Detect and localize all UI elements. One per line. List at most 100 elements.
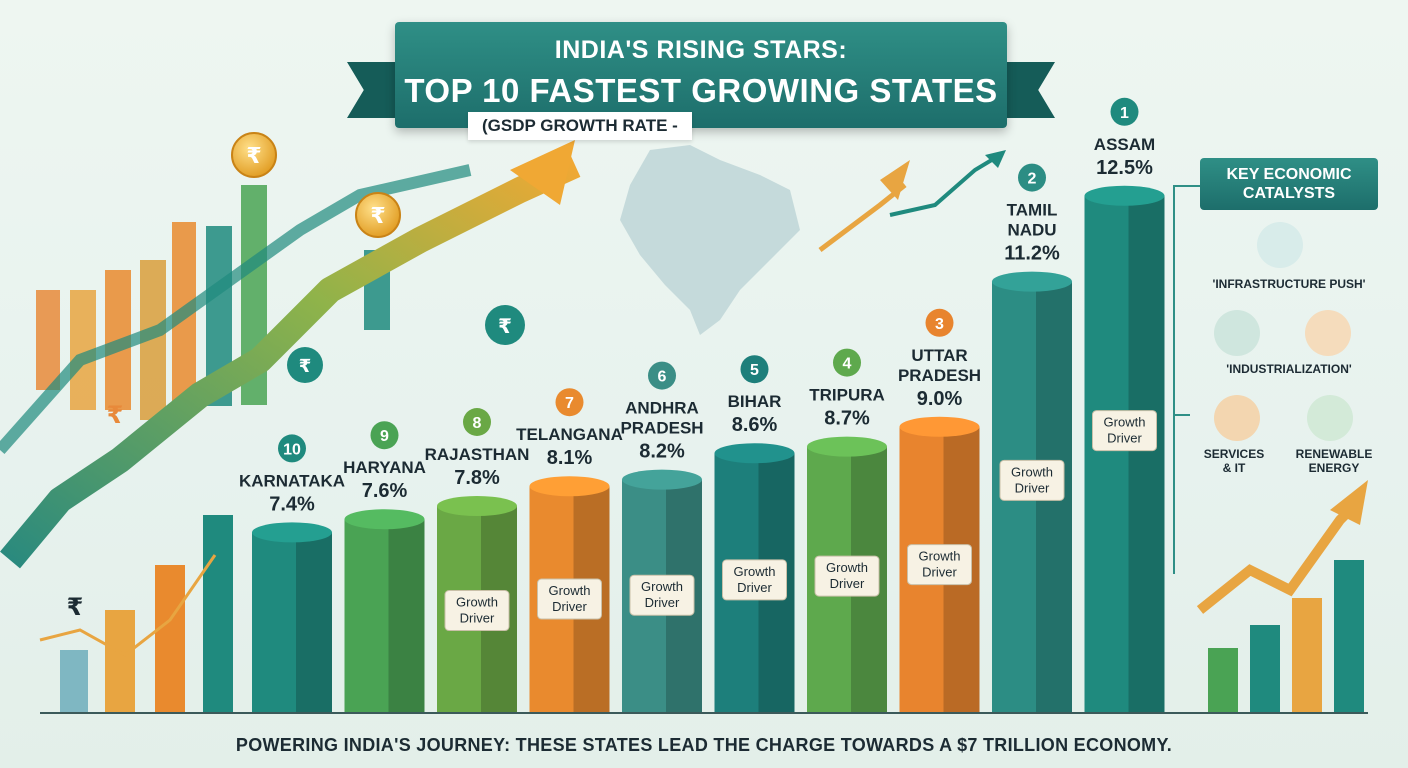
state-name-label: RAJASTHAN [425, 445, 530, 464]
decorative-background-bars [0, 140, 1368, 712]
catalysts-header: KEY ECONOMIC CATALYSTS [1200, 158, 1378, 210]
catalysts-connector [1173, 185, 1200, 574]
tower-icon [1257, 222, 1303, 268]
rank-badge [925, 308, 954, 337]
growth-driver-label: Growth [826, 560, 868, 575]
value-label: 8.2% [639, 441, 685, 463]
rupee-coin-icon [287, 347, 323, 383]
value-label: 11.2% [1004, 243, 1060, 265]
bar-top [437, 496, 517, 516]
growth-driver-label: Driver [1015, 480, 1050, 495]
value-label: 12.5% [1096, 157, 1153, 179]
growth-driver-tag [814, 555, 880, 597]
rank-badge [278, 434, 306, 463]
growth-driver-label: Growth [919, 549, 961, 564]
catalyst-services-label: SERVICES & IT [1203, 447, 1265, 475]
growth-driver-tag [537, 578, 602, 620]
catalyst-infrastructure-label: 'INFRASTRUCTURE PUSH' [1212, 277, 1366, 291]
growth-driver-label: Driver [645, 595, 680, 610]
factory-icon [1305, 310, 1351, 356]
growth-driver-label: Driver [830, 576, 865, 591]
rank-label: 2 [1028, 171, 1037, 188]
state-name-label: TAMIL [1007, 201, 1058, 220]
title-banner: INDIA'S RISING STARS: TOP 10 FASTEST GRO… [395, 22, 1007, 128]
rupee-coin-icon [485, 305, 525, 345]
state-bars: 7.4%KARNATAKA107.6%HARYANA9GrowthDriver7… [239, 97, 1165, 713]
rank-badge [648, 361, 676, 390]
bar-group: 7.6% HARYANA 9 [343, 421, 426, 712]
state-name-label: UTTAR [911, 346, 967, 365]
state-name-label: NADU [1007, 221, 1056, 240]
laptop-icon [1214, 395, 1260, 441]
growth-driver-label: Driver [552, 599, 587, 614]
growth-driver-label: Growth [456, 595, 498, 610]
rupee-coins: ₹ ₹ ₹ ₹ ₹ ₹ [67, 132, 525, 621]
rank-badge [555, 388, 584, 417]
rank-label: 7 [565, 395, 574, 412]
svg-text:₹: ₹ [299, 356, 312, 376]
growth-driver-tag [1092, 410, 1157, 452]
value-label: 9.0% [917, 388, 963, 410]
rank-label: 1 [1120, 105, 1129, 122]
growth-driver-label: Growth [1104, 415, 1146, 430]
bar-top [252, 522, 332, 543]
bar-top [529, 476, 610, 497]
growth-driver-label: Driver [737, 580, 772, 595]
svg-text:₹: ₹ [370, 203, 385, 228]
value-label: 8.6% [732, 414, 778, 436]
rupee-coin-icon [355, 192, 401, 238]
svg-text:₹: ₹ [246, 143, 261, 168]
bar-top [344, 509, 425, 530]
rank-label: 6 [658, 369, 667, 386]
rank-badge [833, 348, 861, 377]
value-label: 7.6% [362, 480, 408, 502]
growth-driver-tag [907, 544, 972, 586]
rank-label: 5 [750, 362, 759, 379]
growth-driver-label: Driver [1107, 431, 1142, 446]
bar-top [1084, 185, 1165, 206]
title-line-2: TOP 10 FASTEST GROWING STATES [404, 72, 998, 109]
bar-side [1128, 195, 1165, 713]
state-name-label: PRADESH [620, 419, 703, 438]
rank-label: 4 [843, 356, 852, 373]
growth-driver-tag [444, 590, 510, 632]
growth-driver-label: Growth [734, 564, 776, 579]
gear-icon [1214, 310, 1260, 356]
state-name-label: TELANGANA [516, 425, 623, 444]
catalyst-industrialization-label: 'INDUSTRIALIZATION' [1226, 362, 1352, 376]
growth-driver-tag [629, 574, 695, 616]
rank-badge [1110, 97, 1139, 126]
state-name-label: ASSAM [1094, 135, 1155, 154]
rank-badge [1018, 163, 1046, 192]
growth-driver-label: Driver [460, 611, 495, 626]
value-label: 7.4% [269, 493, 315, 515]
rank-badge [370, 421, 399, 450]
state-name-label: TRIPURA [809, 386, 885, 405]
value-label: 8.7% [824, 408, 870, 430]
catalysts-title-line-2: CATALYSTS [1242, 185, 1336, 202]
bar-top [899, 416, 980, 437]
state-name-label: ANDHRA [625, 399, 699, 418]
svg-text:₹: ₹ [498, 316, 512, 338]
growth-driver-tag [999, 459, 1065, 501]
catalyst-renewable-label: RENEWABLE ENERGY [1295, 447, 1373, 475]
rank-label: 10 [283, 441, 301, 458]
bar-top [714, 443, 795, 464]
catalysts-title-line-1: KEY ECONOMIC [1226, 166, 1352, 183]
growth-driver-label: Growth [549, 583, 591, 598]
state-name-label: PRADESH [898, 366, 981, 385]
value-label: 7.8% [454, 467, 500, 489]
rupee-symbol-icon: ₹ [107, 402, 124, 429]
bar-side [296, 532, 332, 712]
bar-top [807, 436, 887, 457]
footer-caption: POWERING INDIA'S JOURNEY: THESE STATES L… [235, 735, 1173, 755]
value-label: 8.1% [547, 447, 593, 469]
growth-driver-label: Growth [1011, 464, 1053, 479]
